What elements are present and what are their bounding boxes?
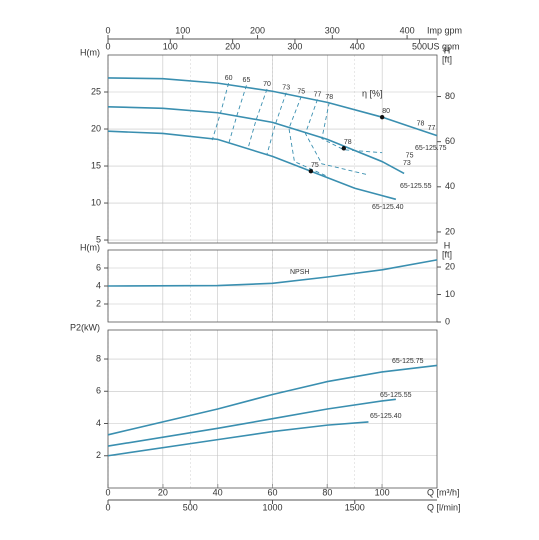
y-tick-label: 5 (96, 234, 101, 244)
y-tick-label: 6 (96, 386, 101, 396)
efficiency-label: η [%] (362, 88, 383, 98)
duty-point-label: 75 (311, 162, 319, 169)
x-tick-label: 200 (250, 25, 265, 35)
efficiency-value-label: 75 (297, 88, 305, 95)
curve (107, 130, 397, 201)
curve-label: 65-125.55 (380, 392, 412, 399)
panel-frame (107, 54, 438, 244)
duty-point (308, 169, 314, 174)
x-tick-label: 60 (267, 487, 277, 497)
efficiency-value-label: 78 (325, 94, 333, 101)
curve-label: 65-125.55 (400, 183, 432, 190)
y-tick-label: 8 (96, 353, 101, 363)
x-axis-label: US gpm (427, 41, 460, 51)
efficiency-value-label: 78 (417, 121, 425, 128)
y-tick-label: 2 (96, 450, 101, 460)
curve-label: NPSH (290, 269, 309, 276)
y2-tick-label: 60 (445, 136, 455, 146)
x-tick-label: 0 (105, 487, 110, 497)
y2-tick-label: 80 (445, 91, 455, 101)
y-axis-label: H(m) (80, 242, 100, 252)
panel-frame (107, 329, 438, 489)
efficiency-value-label: 65 (243, 77, 251, 84)
y2-axis-label: H (444, 45, 451, 55)
y-tick-label: 15 (91, 160, 101, 170)
y2-axis-label: H (444, 240, 451, 250)
curve (107, 421, 369, 457)
x-tick-label: 400 (350, 41, 365, 51)
y-tick-label: 20 (91, 123, 101, 133)
duty-point-label: 80 (382, 108, 390, 115)
efficiency-line (247, 88, 268, 150)
curve-label: 65-125.75 (415, 145, 447, 152)
efficiency-value-label: 73 (403, 160, 411, 167)
x-tick-label: 0 (105, 25, 110, 35)
efficiency-line (211, 83, 230, 141)
curve (107, 398, 396, 447)
x-tick-label: 300 (287, 41, 302, 51)
x-tick-label: 500 (183, 502, 198, 512)
y2-tick-label: 20 (445, 226, 455, 236)
y2-tick-label: 10 (445, 289, 455, 299)
curve-label: 65-125.75 (392, 358, 424, 365)
duty-point-label: 78 (344, 139, 352, 146)
curve (107, 259, 438, 287)
x-tick-label: 400 (400, 25, 415, 35)
x-tick-label: 0 (105, 502, 110, 512)
efficiency-line (304, 99, 369, 176)
x-tick-label: 20 (158, 487, 168, 497)
x-tick-label: 1500 (345, 502, 365, 512)
y-tick-label: 25 (91, 86, 101, 96)
x-tick-label: 80 (322, 487, 332, 497)
y2-tick-label: 0 (445, 316, 450, 326)
x-axis-label: Q [m³/h] (427, 487, 460, 497)
y-tick-label: 4 (96, 418, 101, 428)
efficiency-value-label: 75 (406, 153, 414, 160)
x-tick-label: 100 (375, 487, 390, 497)
curve-label: 65-125.40 (370, 413, 402, 420)
curve (107, 106, 405, 175)
efficiency-value-label: 73 (282, 85, 290, 92)
y-tick-label: 2 (96, 298, 101, 308)
y-tick-label: 6 (96, 262, 101, 272)
y2-tick-label: 40 (445, 181, 455, 191)
curve (107, 364, 438, 436)
x-tick-label: 40 (213, 487, 223, 497)
x-tick-label: 300 (325, 25, 340, 35)
x-tick-label: 1000 (262, 502, 282, 512)
x-axis-label: Imp gpm (427, 25, 462, 35)
efficiency-line (321, 102, 383, 154)
efficiency-value-label: 77 (428, 125, 436, 132)
duty-point (379, 114, 385, 120)
x-tick-label: 0 (105, 41, 110, 51)
y2-tick-label: 20 (445, 261, 455, 271)
y-tick-label: 10 (91, 197, 101, 207)
duty-point (341, 146, 346, 151)
efficiency-value-label: 70 (263, 81, 271, 88)
x-tick-label: 500 (412, 41, 427, 51)
curve-label: 65-125.40 (372, 204, 404, 211)
efficiency-value-label: 60 (225, 75, 233, 82)
efficiency-value-label: 77 (314, 91, 322, 98)
x-tick-label: 100 (163, 41, 178, 51)
y-axis-label: P2(kW) (70, 322, 100, 332)
x-axis-label: Q [l/min] (427, 502, 461, 512)
y2-axis-unit: [ft] (442, 249, 452, 259)
y-tick-label: 4 (96, 280, 101, 290)
x-tick-label: 100 (175, 25, 190, 35)
x-tick-label: 200 (225, 41, 240, 51)
y2-axis-unit: [ft] (442, 54, 452, 64)
y-axis-label: H(m) (80, 47, 100, 57)
efficiency-line (288, 96, 328, 177)
